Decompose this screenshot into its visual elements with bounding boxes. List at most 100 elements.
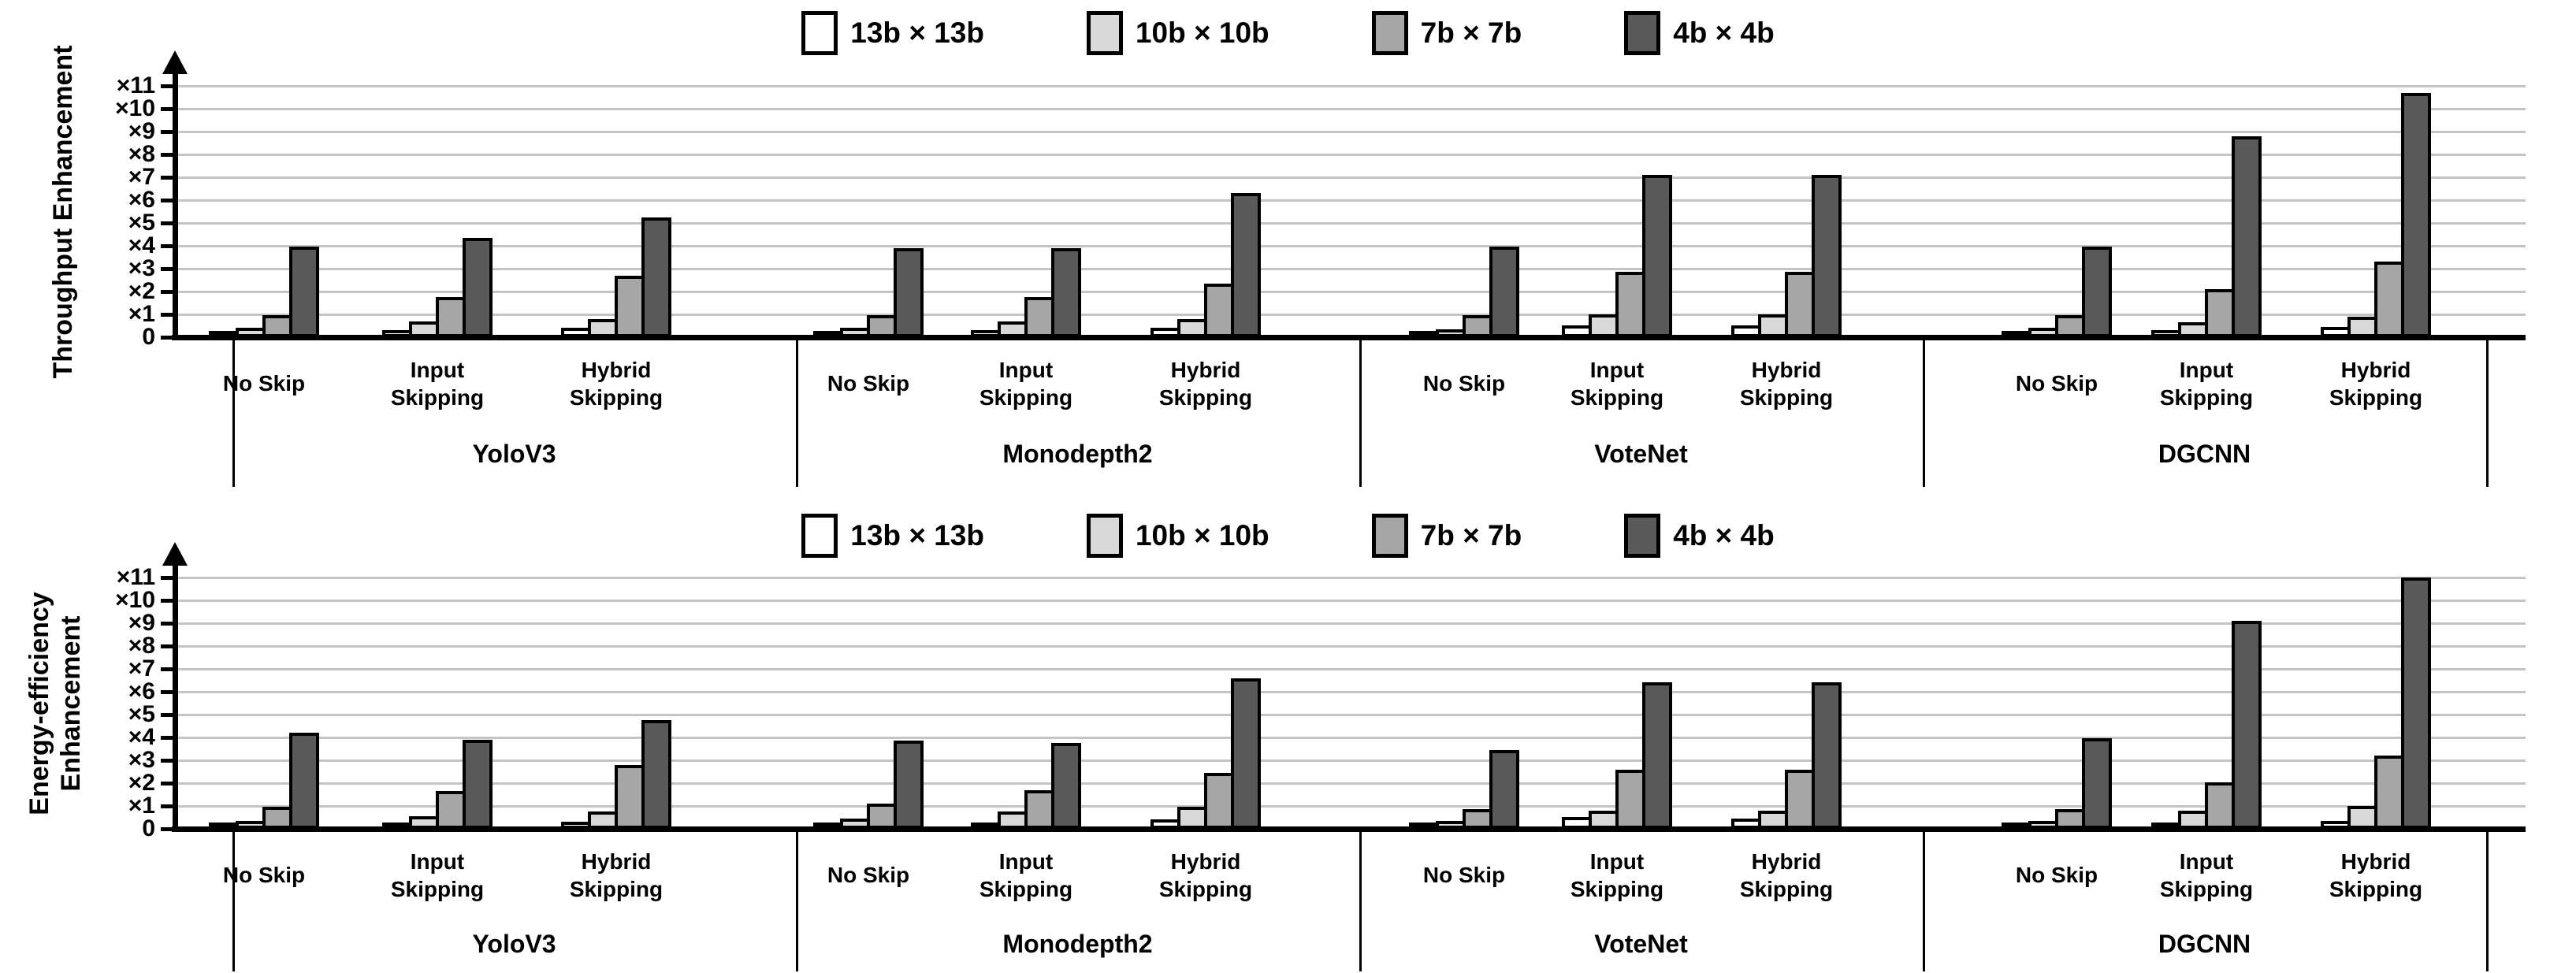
bar: [2082, 738, 2112, 829]
bar: [2374, 262, 2404, 337]
bar: [641, 720, 671, 829]
bar: [2002, 823, 2031, 829]
bar: [289, 733, 319, 829]
section-divider: [1359, 829, 1362, 971]
bar: [1463, 809, 1492, 829]
y-axis-tick-label: ×1: [128, 793, 155, 819]
y-axis-tick-mark: [161, 244, 173, 248]
legend-label: 13b × 13b: [850, 519, 984, 551]
y-axis-tick-mark: [161, 827, 173, 831]
y-axis-tick-label: ×11: [116, 564, 155, 590]
bar: [1642, 175, 1672, 337]
bar: [2321, 327, 2351, 337]
gridline: [175, 268, 2526, 270]
bar: [1409, 823, 1439, 829]
bar: [1409, 331, 1439, 337]
bar: [2321, 821, 2351, 829]
group-label: Hybrid Skipping: [2329, 849, 2423, 901]
bar: [209, 823, 239, 829]
y-axis-tick-label: ×4: [128, 232, 155, 258]
bar: [1562, 817, 1592, 829]
legend-label: 10b × 10b: [1135, 17, 1269, 49]
y-axis-tick-label: ×10: [115, 95, 155, 121]
legend-label: 13b × 13b: [850, 17, 984, 49]
bar: [971, 823, 1001, 829]
bar: [2055, 809, 2085, 829]
group-label: Hybrid Skipping: [569, 358, 664, 410]
y-axis-tick-mark: [161, 804, 173, 808]
bar: [840, 819, 870, 829]
y-axis-title-line: Energy-efficiency: [24, 591, 54, 815]
bar: [1436, 821, 1466, 829]
group-label: Hybrid Skipping: [1158, 358, 1253, 410]
y-axis-tick-mark: [161, 267, 173, 271]
y-axis-tick-label: ×2: [128, 278, 155, 304]
section-label: VoteNet: [1594, 930, 1688, 958]
bar: [615, 765, 645, 829]
group-label: No Skip: [827, 863, 910, 887]
bar: [1562, 325, 1592, 337]
legend-label: 7b × 7b: [1420, 519, 1522, 551]
y-axis-tick-label: 0: [142, 815, 155, 841]
y-axis-tick-label: ×3: [128, 747, 155, 773]
bar: [409, 321, 439, 337]
group-label: Hybrid Skipping: [569, 849, 664, 901]
legend-swatch: [1086, 11, 1123, 55]
y-axis-tick-mark: [161, 84, 173, 88]
bar: [436, 791, 466, 829]
group-label: Hybrid Skipping: [2329, 358, 2423, 410]
y-axis-tick-mark: [161, 622, 173, 626]
legend-label: 4b × 4b: [1673, 519, 1775, 551]
bar: [641, 217, 671, 337]
legend-item: 13b × 13b: [801, 514, 984, 558]
group-label: No Skip: [1422, 863, 1506, 887]
bar: [998, 811, 1028, 829]
y-axis-tick-label: ×8: [128, 633, 155, 659]
legend-swatch: [1371, 514, 1408, 558]
section-divider: [796, 829, 798, 971]
bar: [998, 321, 1028, 337]
bar: [2232, 621, 2262, 829]
bar: [1731, 819, 1761, 829]
bar: [2151, 330, 2181, 337]
y-axis-tick-mark: [161, 336, 173, 340]
bar: [867, 315, 897, 337]
y-axis-tick-mark: [161, 576, 173, 580]
group-label: Input Skipping: [1570, 358, 1664, 410]
y-axis-tick-label: ×7: [128, 655, 155, 681]
section-label: DGCNN: [2158, 930, 2251, 958]
bar: [2374, 756, 2404, 829]
legend-item: 13b × 13b: [801, 11, 984, 55]
group-label: Input Skipping: [390, 849, 485, 901]
y-axis-tick-label: ×10: [115, 587, 155, 613]
gridline: [175, 314, 2526, 316]
gridline: [175, 222, 2526, 225]
y-axis-tick-mark: [161, 290, 173, 294]
bar: [894, 248, 924, 337]
bar: [588, 811, 618, 829]
y-axis-tick-mark: [161, 153, 173, 157]
gridline: [175, 782, 2526, 785]
bar: [2401, 577, 2431, 829]
group-label: Hybrid Skipping: [1158, 849, 1253, 901]
group-label: Input Skipping: [2159, 358, 2254, 410]
group-label: Input Skipping: [2159, 849, 2254, 901]
bar: [2178, 322, 2208, 337]
y-axis-tick-label: ×8: [128, 141, 155, 167]
section-divider: [2486, 829, 2489, 971]
y-axis-tick-label: 0: [142, 324, 155, 350]
bar: [1024, 790, 1054, 829]
bar: [1758, 811, 1788, 829]
group-label: No Skip: [827, 371, 910, 396]
x-axis-line: [172, 335, 2526, 340]
gridline: [175, 176, 2526, 179]
group-label: Input Skipping: [979, 849, 1073, 901]
bar: [2178, 811, 2208, 829]
bar: [2028, 821, 2058, 829]
bar: [2205, 289, 2235, 337]
group-label: No Skip: [222, 863, 306, 887]
bar: [463, 740, 493, 829]
y-axis-tick-mark: [161, 667, 173, 671]
